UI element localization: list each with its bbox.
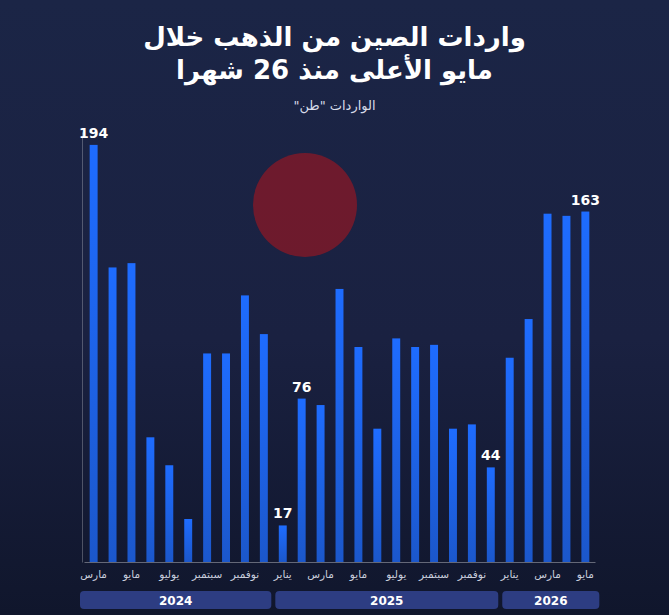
data-label: 194 <box>79 125 108 141</box>
bar <box>373 429 381 562</box>
x-tick: مايو <box>576 562 594 581</box>
y-axis-line <box>82 133 83 563</box>
x-tick-label: يوليو <box>385 568 406 581</box>
bars <box>90 145 590 562</box>
bar <box>581 212 589 562</box>
x-tick: سبتمبر <box>418 562 449 581</box>
bar <box>203 353 211 562</box>
x-tick: نوفمبر <box>230 562 259 581</box>
bar <box>146 437 154 562</box>
x-tick: يوليو <box>385 562 406 581</box>
decoration <box>253 153 357 257</box>
bar <box>449 429 457 562</box>
title: مايو الأعلى منذ 26 شهرا <box>176 54 493 86</box>
x-tick: يوليو <box>158 562 179 581</box>
data-labels: 194 17 76 44 163 <box>79 125 600 522</box>
x-axis-line <box>85 562 596 563</box>
bar <box>468 424 476 562</box>
data-label: 44 <box>481 447 501 463</box>
x-tick-label: مارس <box>307 568 334 581</box>
bar <box>317 405 325 562</box>
subtitle: الواردات "طن" <box>293 98 375 114</box>
bar <box>260 334 268 562</box>
bar <box>411 347 419 562</box>
x-tick-label: نوفمبر <box>457 568 486 581</box>
x-tick-label: نوفمبر <box>230 568 259 581</box>
bar <box>298 399 306 562</box>
x-tick-label: مايو <box>122 568 140 581</box>
x-tick: مارس <box>534 562 561 581</box>
year-band <box>80 591 271 609</box>
bar <box>562 216 570 562</box>
bar <box>222 353 230 562</box>
x-tick: مايو <box>122 562 140 581</box>
x-tick-label: يناير <box>500 568 519 581</box>
x-tick: يناير <box>273 562 292 581</box>
year-label: 2024 <box>159 594 192 608</box>
bar <box>525 319 533 562</box>
bar <box>430 345 438 562</box>
bar <box>184 519 192 562</box>
year-band <box>502 591 599 609</box>
data-label: 17 <box>273 505 292 521</box>
year-band <box>275 591 498 609</box>
x-tick-label: يناير <box>273 568 292 581</box>
x-tick: مارس <box>307 562 334 581</box>
y-axis <box>82 133 83 563</box>
bar <box>544 214 552 562</box>
x-tick: مايو <box>349 562 367 581</box>
x-tick: مارس <box>80 562 107 581</box>
title: واردات الصين من الذهب خلال <box>143 22 526 53</box>
x-tick-label: يوليو <box>158 568 179 581</box>
bar <box>241 295 249 562</box>
x-tick: يناير <box>500 562 519 581</box>
x-tick-label: مايو <box>576 568 594 581</box>
x-tick: سبتمبر <box>191 562 222 581</box>
bar <box>506 358 514 562</box>
bar <box>487 467 495 562</box>
x-tick-label: مارس <box>80 568 107 581</box>
bar <box>90 145 98 562</box>
x-tick-label: سبتمبر <box>191 568 222 581</box>
x-tick-label: سبتمبر <box>418 568 449 581</box>
chart: واردات الصين من الذهب خلالمايو الأعلى من… <box>0 0 669 615</box>
bar <box>392 338 400 562</box>
bar <box>336 289 344 562</box>
year-label: 2026 <box>534 594 567 608</box>
x-tick-label: مايو <box>349 568 367 581</box>
title-group: واردات الصين من الذهب خلالمايو الأعلى من… <box>143 22 526 86</box>
background <box>0 0 669 615</box>
bar <box>165 465 173 562</box>
x-tick: نوفمبر <box>457 562 486 581</box>
bar <box>354 347 362 562</box>
x-tick-label: مارس <box>534 568 561 581</box>
data-label: 76 <box>292 379 311 395</box>
year-label: 2025 <box>370 594 403 608</box>
bar <box>127 263 135 562</box>
bar <box>109 267 117 562</box>
x-axis: مارس مايو يوليو سبتمبر نوفمبر يناير مارس مايو يو… <box>80 562 595 581</box>
bar <box>279 525 287 562</box>
year-groups: 2024 2025 2026 <box>80 591 599 609</box>
data-label: 163 <box>571 192 600 208</box>
